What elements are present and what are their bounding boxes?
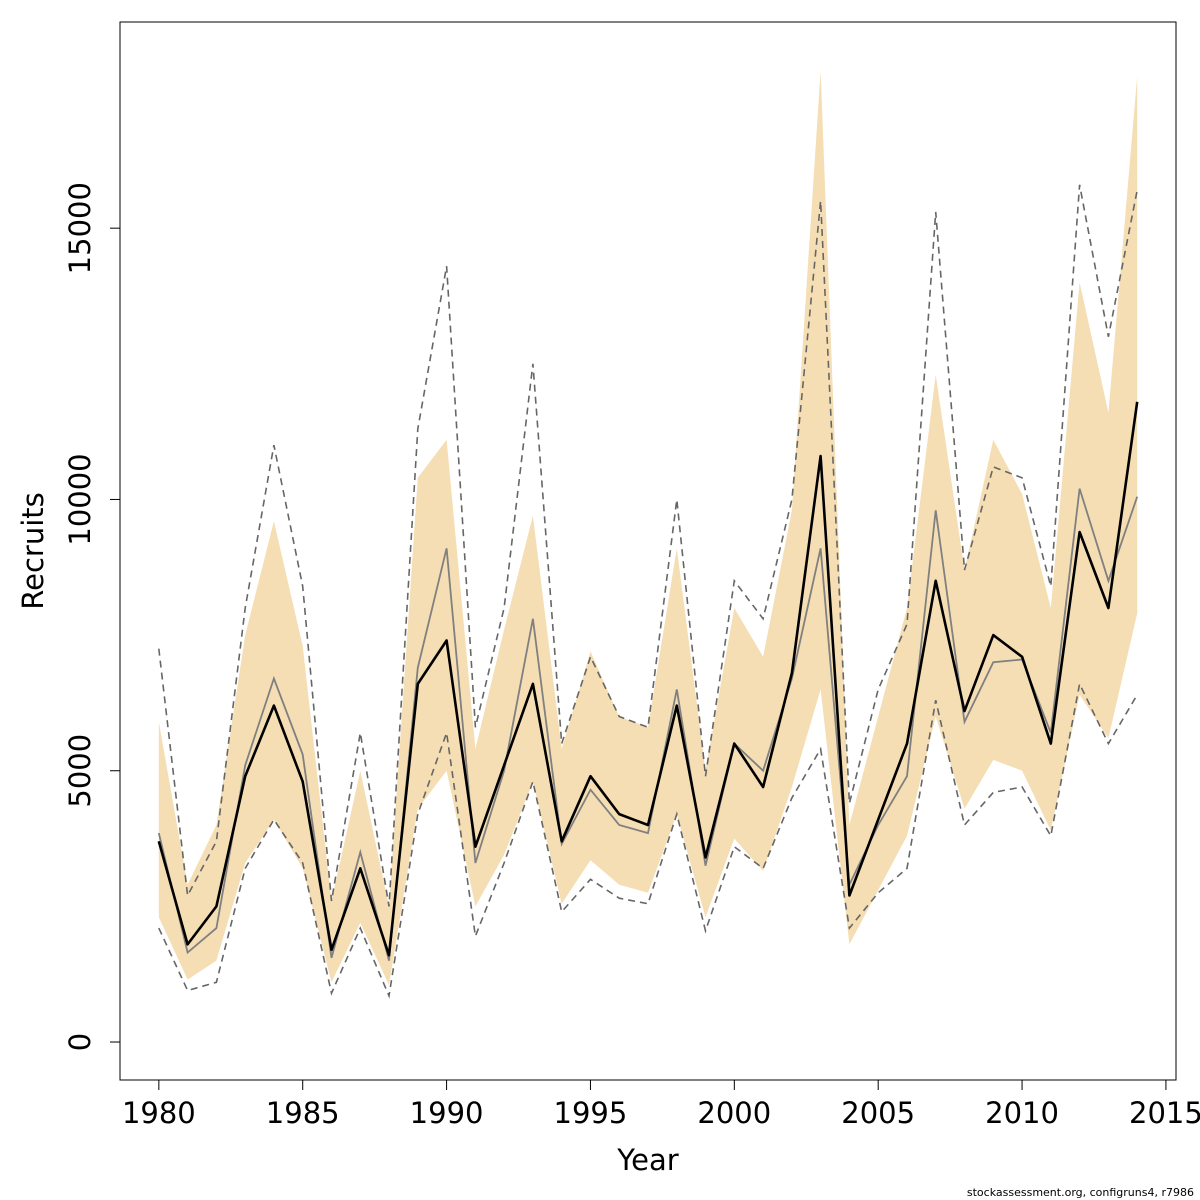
y-tick-label: 5000 bbox=[63, 734, 97, 808]
y-tick-label: 0 bbox=[63, 1033, 97, 1051]
footer-note: stockassessment.org, configruns4, r7986 bbox=[967, 1186, 1194, 1199]
y-axis-title: Recruits bbox=[16, 492, 50, 609]
x-tick-label: 2015 bbox=[1129, 1096, 1200, 1130]
x-axis-title: Year bbox=[616, 1143, 678, 1177]
x-tick-label: 1995 bbox=[554, 1096, 628, 1130]
y-axis: 0 5000 10000 15000 bbox=[63, 182, 121, 1051]
confidence-band bbox=[158, 70, 1138, 986]
y-tick-label: 10000 bbox=[63, 453, 97, 545]
x-tick-label: 1985 bbox=[266, 1096, 340, 1130]
x-tick-label: 2010 bbox=[985, 1096, 1059, 1130]
x-tick-label: 2005 bbox=[841, 1096, 915, 1130]
alt-lower-bound-line bbox=[158, 681, 1138, 999]
estimate-line bbox=[157, 401, 1139, 957]
x-tick-label: 2000 bbox=[697, 1096, 771, 1130]
x-axis: 1980 1985 1990 1995 2000 2005 2010 2015 bbox=[122, 1079, 1200, 1130]
x-tick-label: 1990 bbox=[410, 1096, 484, 1130]
y-tick-label: 15000 bbox=[63, 182, 97, 274]
x-tick-label: 1980 bbox=[122, 1096, 196, 1130]
